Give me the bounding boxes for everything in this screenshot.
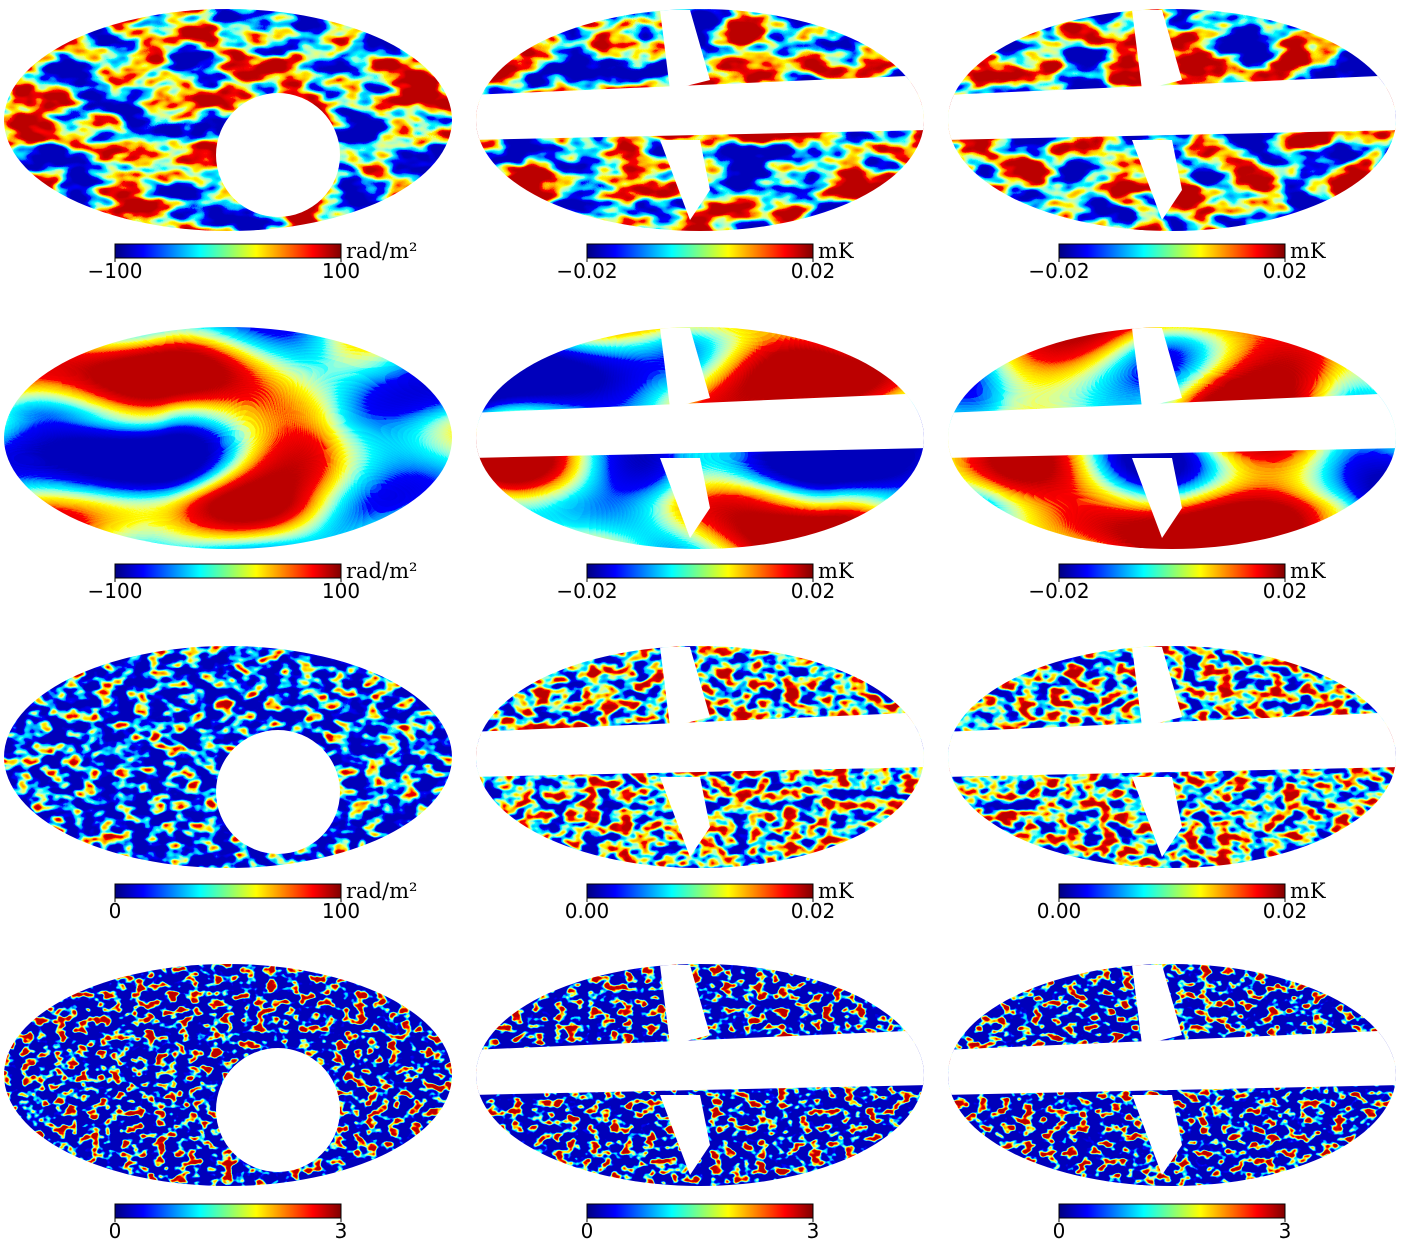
mask <box>476 75 924 140</box>
colorbar-tick-label: −100 <box>88 259 143 283</box>
mask <box>660 647 710 857</box>
colorbar-unit: mK <box>1290 239 1326 263</box>
colorbar <box>1058 563 1286 579</box>
colorbar-tick-label: 100 <box>322 579 360 603</box>
colorbar <box>114 1203 342 1219</box>
sky-map <box>4 964 452 1186</box>
colorbar-tick-label: 100 <box>322 259 360 283</box>
colorbar-tick-label: 0 <box>109 899 122 923</box>
colorbar-unit: mK <box>818 239 854 263</box>
colorbar-tick-label: 0.00 <box>565 899 610 923</box>
colorbar-tick-label: 0.02 <box>791 579 836 603</box>
colorbar-tick-label: −0.02 <box>556 579 617 603</box>
mask <box>476 393 924 458</box>
colorbar <box>1058 243 1286 259</box>
mask <box>948 1030 1396 1095</box>
sky-map <box>4 9 452 231</box>
colorbar <box>586 243 814 259</box>
mask <box>660 965 710 1175</box>
colorbar-tick-label: 3 <box>1279 1219 1292 1239</box>
sky-map <box>948 327 1396 549</box>
colorbar-tick-label: 0.02 <box>791 899 836 923</box>
colorbar-tick-label: 0.02 <box>1263 259 1308 283</box>
colorbar-tick-label: −0.02 <box>1028 579 1089 603</box>
colorbar-tick-label: 0.02 <box>1263 579 1308 603</box>
colorbar <box>586 883 814 899</box>
map-texture <box>4 327 452 549</box>
mask <box>216 730 340 854</box>
mask <box>476 712 924 777</box>
sky-map <box>948 9 1396 231</box>
colorbar <box>586 563 814 579</box>
colorbar-tick-label: 0 <box>109 1219 122 1239</box>
colorbar-tick-label: −0.02 <box>556 259 617 283</box>
mask <box>1132 10 1182 220</box>
colorbar <box>1058 883 1286 899</box>
colorbar-tick-label: 3 <box>335 1219 348 1239</box>
colorbar-tick-label: −100 <box>88 579 143 603</box>
colorbar <box>114 883 342 899</box>
colorbar <box>1058 1203 1286 1219</box>
sky-map <box>476 327 924 549</box>
colorbar <box>586 1203 814 1219</box>
mask <box>948 75 1396 140</box>
mask <box>1132 647 1182 857</box>
sky-map <box>4 327 452 549</box>
mask <box>948 393 1396 458</box>
colorbar-unit: rad/m² <box>346 879 417 903</box>
colorbar-unit: rad/m² <box>346 239 417 263</box>
sky-map <box>4 646 452 868</box>
colorbar-unit: rad/m² <box>346 559 417 583</box>
colorbar-tick-label: 0 <box>1053 1219 1066 1239</box>
colorbar-tick-label: 3 <box>807 1219 820 1239</box>
mask <box>216 1048 340 1172</box>
mask <box>1132 965 1182 1175</box>
mask <box>660 328 710 538</box>
mask <box>660 10 710 220</box>
sky-map <box>476 9 924 231</box>
colorbar-unit: mK <box>818 879 854 903</box>
colorbar-unit: mK <box>1290 879 1326 903</box>
colorbar-tick-label: −0.02 <box>1028 259 1089 283</box>
colorbar-tick-label: 0.02 <box>1263 899 1308 923</box>
sky-map <box>948 646 1396 868</box>
colorbar-tick-label: 0.00 <box>1037 899 1082 923</box>
colorbar-unit: mK <box>1290 559 1326 583</box>
colorbar <box>114 563 342 579</box>
mask <box>476 1030 924 1095</box>
colorbar <box>114 243 342 259</box>
mask <box>948 712 1396 777</box>
colorbar-tick-label: 100 <box>322 899 360 923</box>
sky-map <box>476 646 924 868</box>
colorbar-unit: mK <box>818 559 854 583</box>
sky-map <box>476 964 924 1186</box>
mask <box>1132 328 1182 538</box>
colorbar-tick-label: 0 <box>581 1219 594 1239</box>
colorbar-tick-label: 0.02 <box>791 259 836 283</box>
mask <box>216 93 340 217</box>
sky-map <box>948 964 1396 1186</box>
